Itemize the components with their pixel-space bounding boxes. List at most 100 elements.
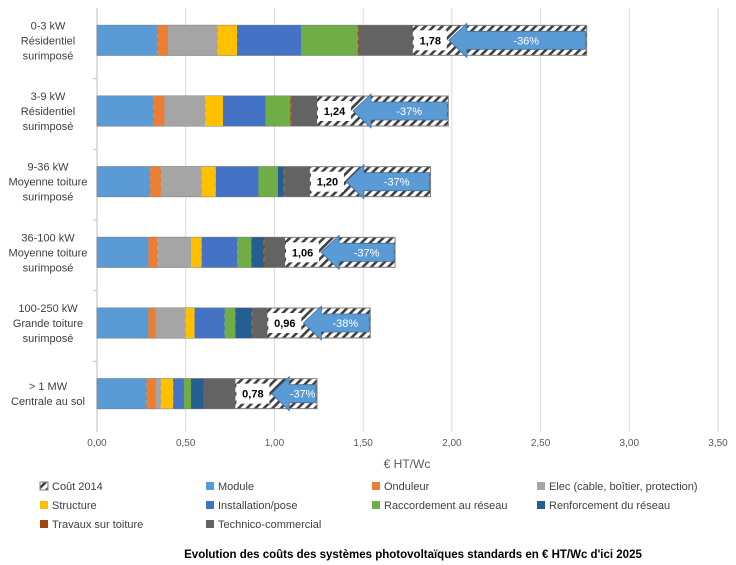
bar-segment-installation-pose (237, 25, 302, 56)
bar-segment-raccordement-au-r-seau (224, 308, 236, 338)
bar-segment-module (97, 166, 151, 197)
bar-segment-technico-commercial (264, 237, 286, 268)
bar-segment-structure (205, 96, 223, 126)
legend-label: Module (218, 481, 254, 493)
bar-segment-travaux-sur-toiture (357, 25, 359, 56)
x-tick-label: 0,50 (176, 438, 196, 449)
x-tick-label: 3,50 (708, 438, 728, 449)
legend-swatch (206, 501, 214, 509)
total-label: 0,96 (274, 318, 295, 330)
bar-segment-elec-cable-bo-tier-protection- (155, 308, 186, 338)
reduction-arrow (448, 22, 587, 59)
x-tick-label: 1,50 (353, 438, 373, 449)
reduction-arrow (270, 375, 317, 412)
total-label: 1,78 (420, 35, 441, 47)
x-tick-label: 3,00 (620, 438, 640, 449)
bar-segment-onduleur (148, 308, 156, 338)
total-label-box (286, 242, 320, 263)
reduction-arrow (320, 234, 395, 271)
category-label: Centrale au sol (11, 396, 85, 408)
bar-segment-onduleur (146, 378, 156, 409)
total-label: 0,78 (242, 389, 263, 401)
bar-segment-renforcement-du-r-seau (251, 237, 264, 268)
bar-segment-raccordement-au-r-seau (301, 25, 358, 56)
category-label: surimposé (23, 50, 74, 62)
bar-segment-travaux-sur-toiture (283, 166, 285, 197)
reduction-label: -38% (332, 318, 358, 330)
bar-segment-module (97, 378, 147, 409)
legend-label: Structure (52, 500, 97, 512)
legend-label: Raccordement au réseau (384, 500, 508, 512)
bar-segment-structure (191, 237, 202, 268)
legend-swatch (40, 520, 48, 528)
bar-segment-onduleur (153, 96, 165, 126)
bar-segment-elec-cable-bo-tier-protection- (160, 166, 202, 197)
bar-segment-installation-pose (173, 378, 184, 409)
category-label: surimposé (23, 192, 74, 204)
bar-segment-module (97, 237, 149, 268)
total-label-box (310, 171, 344, 192)
legend-label: Renforcement du réseau (549, 500, 670, 512)
legend-label: Onduleur (384, 481, 430, 493)
bar-segment-raccordement-au-r-seau (183, 378, 192, 409)
bar-segment-structure (201, 166, 216, 197)
category-label: Moyenne toiture (9, 177, 88, 189)
bar-segment-travaux-sur-toiture (290, 96, 292, 126)
bar-segment-technico-commercial (203, 378, 236, 409)
bar-segment-structure (160, 378, 174, 409)
total-label: 1,20 (317, 177, 338, 189)
category-label: 3-9 kW (31, 91, 66, 103)
category-label: 100-250 kW (18, 303, 78, 315)
bar-segment-structure (217, 25, 238, 56)
reduction-label: -36% (513, 35, 539, 47)
legend-label: Installation/pose (218, 500, 298, 512)
category-label: Résidentiel (21, 35, 75, 47)
bar-segment-travaux-sur-toiture (263, 237, 265, 268)
category-label: Moyenne toiture (9, 247, 88, 259)
legend-swatch (372, 482, 380, 490)
reduction-label: -37% (384, 177, 410, 189)
bar-segment-installation-pose (194, 308, 225, 338)
legend-label: Elec (cable, boîtier, protection) (549, 481, 698, 493)
total-label: 1,24 (324, 106, 346, 118)
bar-segment-elec-cable-bo-tier-protection- (164, 96, 206, 126)
bar-segment-travaux-sur-toiture (251, 308, 253, 338)
reduction-label: -37% (290, 389, 316, 401)
bar-segment-technico-commercial (291, 96, 318, 126)
bar-segment-renforcement-du-r-seau (277, 166, 284, 197)
legend-swatch (537, 482, 545, 490)
bar-segment-technico-commercial (284, 166, 310, 197)
bar-segment-raccordement-au-r-seau (237, 237, 252, 268)
bar-segment-installation-pose (201, 237, 238, 268)
reduction-arrow (352, 93, 448, 129)
legend-label: Travaux sur toiture (52, 519, 143, 531)
bar-segment-installation-pose (222, 96, 266, 126)
legend-swatch (206, 520, 214, 528)
category-label: surimposé (23, 121, 74, 133)
bar-segment-onduleur (150, 166, 161, 197)
bar-segment-module (97, 308, 149, 338)
x-axis-label: € HT/Wc (384, 457, 431, 471)
bar-segment-raccordement-au-r-seau (258, 166, 278, 197)
legend-swatch (372, 501, 380, 509)
total-label-box (236, 383, 270, 404)
bar-segment-technico-commercial (358, 25, 413, 56)
bar-segment-renforcement-du-r-seau (235, 308, 252, 338)
bar-segment-module (97, 25, 158, 56)
bar-segment-technico-commercial (252, 308, 268, 338)
x-tick-label: 2,50 (531, 438, 551, 449)
category-label: Résidentiel (21, 106, 75, 118)
x-tick-label: 1,00 (265, 438, 285, 449)
total-label-box (413, 30, 447, 51)
legend-swatch (206, 482, 214, 490)
total-label: 1,06 (292, 247, 313, 259)
bar-segment-installation-pose (215, 166, 259, 197)
category-label: 0-3 kW (31, 20, 66, 32)
reduction-arrow (302, 305, 370, 341)
bar-segment-raccordement-au-r-seau (265, 96, 291, 126)
total-label-box (268, 313, 302, 333)
category-label: 36-100 kW (21, 232, 75, 244)
category-label: surimposé (23, 262, 74, 274)
